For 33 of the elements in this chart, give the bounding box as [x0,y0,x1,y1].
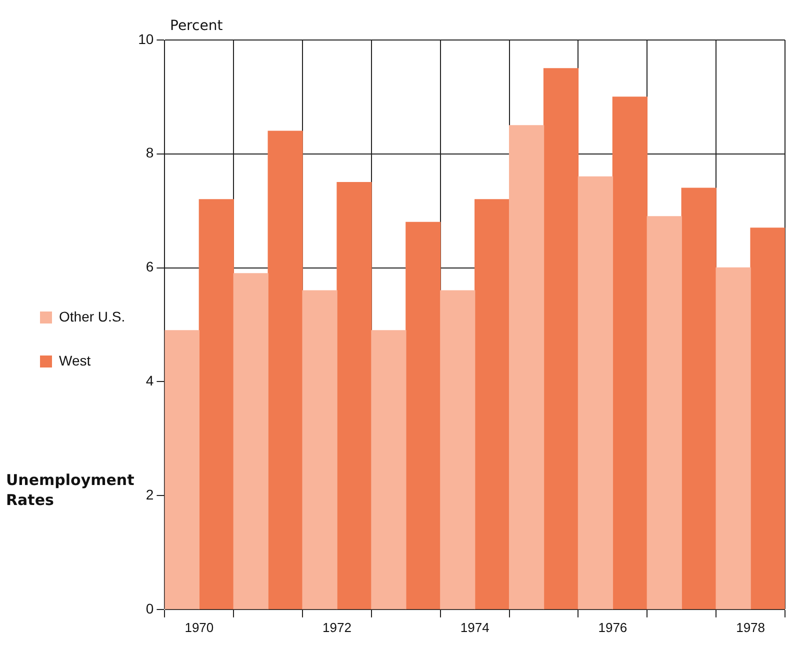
bar [474,199,510,610]
x-tick-label: 1974 [460,620,490,635]
bar [440,290,476,610]
x-tick-label: 1972 [322,620,352,635]
bar [681,188,716,610]
bar [268,130,303,610]
text: Unemployment Rates [6,470,136,510]
x-tick-label: 1970 [184,620,214,635]
y-tick-label: 0 [146,600,154,616]
bar [233,273,268,610]
bar [508,125,544,610]
y-tick-label: 10 [138,30,154,47]
y-tick-label: 4 [146,372,154,388]
bar [750,228,785,610]
bar [716,267,751,610]
bar [198,199,234,610]
bar [371,330,406,610]
y-tick-label: 2 [146,486,154,502]
bar [406,222,441,610]
bar [302,290,338,610]
bar [578,176,614,610]
legend-label: Other U.S. [59,308,126,324]
y-axis-title: Percent [170,18,223,34]
bar [164,330,200,610]
y-tick-label: 8 [146,144,154,161]
legend-label: West [59,352,91,368]
bar [543,68,579,610]
bar [612,96,648,610]
bar [336,182,372,610]
x-tick-label: 1976 [598,620,628,635]
y-tick-label: 6 [146,258,154,275]
bar [646,216,682,610]
x-tick-label: 1978 [736,620,765,635]
